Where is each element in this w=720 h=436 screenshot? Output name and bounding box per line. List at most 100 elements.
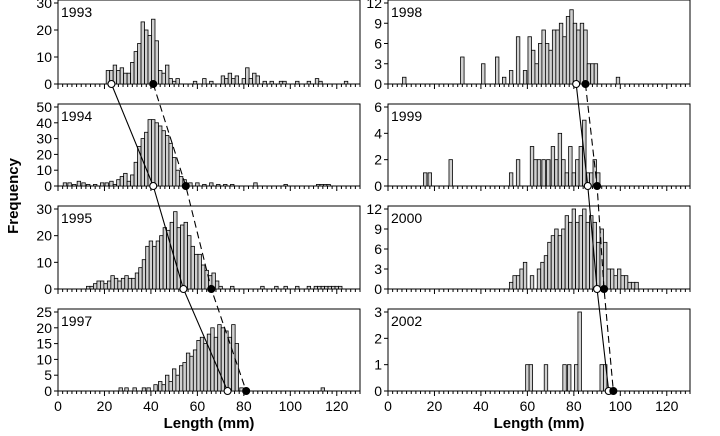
- filled-mode-marker: [581, 79, 590, 89]
- histogram-bar: [161, 72, 166, 85]
- histogram-bar: [572, 22, 578, 85]
- histogram-bar: [568, 146, 573, 187]
- histogram-bar: [147, 35, 152, 85]
- histogram-bar: [162, 227, 168, 290]
- y-tick-label: 20: [36, 320, 52, 336]
- histogram-bar: [630, 281, 636, 290]
- histogram-bar: [571, 208, 576, 290]
- histogram-bar: [550, 146, 556, 187]
- x-axis-label-right: Length (mm): [494, 415, 585, 432]
- histogram-bar: [209, 182, 214, 187]
- histogram-bar: [551, 29, 557, 85]
- y-tick-label: 30: [36, 201, 52, 217]
- histogram-bar: [192, 80, 198, 85]
- panel-frame: [57, 103, 361, 187]
- histogram-bar: [192, 349, 198, 392]
- histogram-bar: [508, 281, 514, 290]
- open-mode-marker: [107, 79, 116, 89]
- histogram-bar: [557, 132, 563, 187]
- histogram-bar: [96, 280, 101, 290]
- panel-year-label: 1999: [391, 108, 422, 124]
- histogram-bar: [67, 182, 72, 187]
- histogram-bar: [534, 63, 539, 85]
- histogram-bar: [202, 78, 207, 85]
- histogram-bar: [547, 241, 552, 290]
- histogram-bar: [575, 159, 580, 187]
- histogram-bar: [241, 78, 246, 85]
- histogram-bar: [168, 78, 173, 85]
- histogram-bar: [126, 180, 131, 187]
- y-tick-label: 20: [36, 228, 52, 244]
- histogram-bar: [575, 221, 580, 290]
- histogram-bar: [137, 43, 142, 85]
- histogram-bar: [579, 22, 585, 85]
- y-tick-label: 6: [374, 99, 382, 115]
- histogram-bar: [110, 275, 115, 290]
- histogram-bar: [123, 72, 128, 85]
- histogram-bar: [564, 215, 570, 290]
- histogram-bar: [72, 184, 77, 187]
- growth-lines: [107, 79, 618, 396]
- histogram-bar: [161, 130, 166, 187]
- histogram-bar: [202, 184, 207, 187]
- panel-year-label: 1998: [391, 4, 422, 20]
- histogram-bar: [116, 70, 121, 85]
- histogram-bar: [495, 56, 500, 85]
- histogram-bar: [175, 374, 180, 392]
- histogram-bar: [227, 336, 233, 392]
- histogram-bar: [86, 184, 91, 187]
- open-mode-marker: [593, 284, 602, 294]
- histogram-bar: [331, 285, 336, 290]
- histogram-bar: [541, 159, 546, 187]
- histogram-bar: [326, 184, 331, 187]
- histogram-bar: [582, 208, 587, 290]
- histogram-bar: [124, 387, 129, 392]
- histogram-bar: [578, 215, 583, 290]
- histogram-bar: [223, 184, 228, 187]
- filled-mode-marker: [181, 181, 190, 191]
- histogram-bar: [324, 285, 329, 290]
- histogram-bar: [634, 281, 639, 290]
- open-mode-marker: [179, 284, 188, 294]
- histogram-bar: [508, 70, 514, 85]
- histogram-bar: [319, 184, 324, 187]
- histogram-bar: [544, 43, 550, 85]
- x-tick-label: 40: [143, 398, 159, 414]
- histogram-bar: [599, 364, 604, 392]
- y-axis-label: Frequency: [5, 157, 22, 234]
- panel-year-label: 1993: [61, 4, 92, 20]
- histogram-bar: [133, 51, 138, 85]
- x-tick-label: 80: [566, 398, 582, 414]
- histogram-bar: [201, 264, 206, 290]
- histogram-bar: [190, 245, 195, 290]
- histogram-bar: [318, 80, 323, 85]
- histogram-bar: [548, 49, 553, 85]
- histogram-bar: [204, 269, 209, 290]
- histogram-bar: [402, 76, 407, 85]
- histogram-bar: [283, 285, 288, 290]
- growth-line-right-dashed: [584, 83, 614, 392]
- histogram-bar: [269, 80, 274, 85]
- histogram-bar: [172, 368, 177, 392]
- y-tick-label: 12: [366, 0, 382, 11]
- histogram-bar: [508, 172, 514, 187]
- histogram-bar: [533, 159, 538, 187]
- histogram-bar: [334, 285, 339, 290]
- growth-line-right-solid: [575, 83, 610, 392]
- histogram-bar: [522, 261, 528, 290]
- y-tick-label: 6: [374, 36, 382, 52]
- histogram-bar: [515, 159, 521, 187]
- histogram-bar: [320, 387, 325, 392]
- histogram-bar: [103, 283, 108, 290]
- y-tick-label: 9: [374, 221, 382, 237]
- histogram-bar: [569, 9, 574, 85]
- histogram-bar: [529, 146, 535, 187]
- histogram-bar: [540, 261, 545, 290]
- histogram-bar: [262, 80, 267, 85]
- histogram-bar: [99, 280, 105, 290]
- histogram-bar: [106, 280, 112, 290]
- histogram-bar: [123, 172, 128, 187]
- histogram-bar: [512, 275, 517, 290]
- histogram-bar: [546, 159, 551, 187]
- histogram-bar: [185, 352, 191, 392]
